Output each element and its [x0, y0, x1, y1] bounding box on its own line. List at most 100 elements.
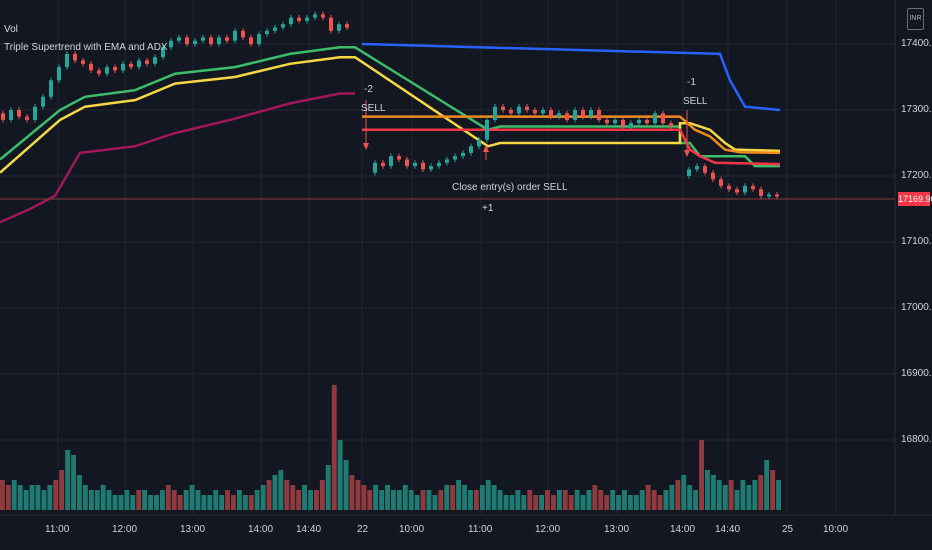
volume-bar — [17, 485, 23, 510]
sell-2-qty: -1 — [687, 77, 696, 88]
candle-body — [121, 63, 125, 71]
volume-bar — [473, 490, 479, 510]
volume-bar — [343, 460, 349, 510]
volume-bar — [290, 485, 296, 510]
sell-1-qty: -2 — [364, 84, 373, 95]
volume-bar — [764, 460, 770, 510]
candle-body — [589, 110, 593, 117]
candle-body — [185, 37, 189, 44]
volume-bar — [479, 485, 485, 510]
candle-body — [581, 110, 585, 117]
volume-bar — [284, 480, 290, 510]
candle-body — [421, 162, 425, 170]
volume-bar — [521, 495, 527, 510]
sell-2-label: SELL — [683, 96, 708, 107]
candle-body — [637, 119, 641, 124]
candle-body — [105, 67, 109, 74]
volume-bar — [112, 495, 118, 510]
volume-bar — [260, 485, 266, 510]
candle-body — [177, 37, 181, 41]
volume-bar — [402, 485, 408, 510]
volume-bar — [124, 490, 130, 510]
volume-bar — [610, 490, 616, 510]
x-tick-label: 14:40 — [296, 524, 322, 535]
volume-bar — [35, 485, 41, 510]
candle-body — [413, 162, 417, 167]
candle-body — [321, 14, 325, 18]
volume-bar — [278, 470, 284, 510]
volume-bar — [693, 490, 698, 510]
volume-bar — [509, 495, 515, 510]
volume-bar — [29, 485, 35, 510]
volume-bar — [361, 485, 367, 510]
volume-bar — [776, 480, 781, 510]
close-order-qty: +1 — [482, 203, 494, 214]
supertrend-2-line — [0, 55, 781, 174]
candle-body — [509, 110, 513, 114]
volume-bar — [681, 475, 687, 510]
candle-body — [153, 57, 157, 64]
candle-body — [373, 162, 377, 173]
volume-bar — [219, 495, 225, 510]
candle-body — [305, 17, 309, 21]
volume-bar — [367, 490, 373, 510]
volume-bar — [545, 490, 550, 510]
volume-bar — [53, 480, 59, 510]
volume-bar — [254, 490, 260, 510]
indicator-title[interactable]: Triple Supertrend with EMA and ADX — [4, 42, 168, 53]
volume-bar — [657, 495, 663, 510]
candle-body — [249, 37, 253, 44]
volume-bar — [325, 465, 331, 510]
candle-body — [645, 119, 649, 124]
x-tick-label: 25 — [782, 524, 794, 535]
volume-bar — [722, 485, 728, 510]
volume-bar — [604, 495, 610, 510]
x-tick-label: 12:00 — [535, 524, 561, 535]
vol-label: Vol — [4, 24, 18, 35]
y-tick-label: 16900.00 — [901, 368, 932, 379]
candle-body — [389, 156, 393, 167]
candle-body — [201, 37, 205, 41]
candle-body — [297, 17, 301, 21]
volume-bar — [391, 490, 396, 510]
y-tick-label: 17100.00 — [901, 236, 932, 247]
volume-bar — [716, 480, 722, 510]
volume-bar — [47, 485, 53, 510]
volume-bar — [616, 495, 621, 510]
candle-body — [597, 110, 601, 120]
volume-bar — [396, 490, 402, 510]
x-tick-label: 14:00 — [670, 524, 696, 535]
candle-body — [469, 146, 473, 153]
candle-body — [525, 106, 529, 110]
candle-body — [265, 30, 269, 35]
volume-bar — [171, 490, 177, 510]
x-tick-label: 13:00 — [604, 524, 630, 535]
candle-body — [629, 123, 633, 127]
volume-bar — [408, 490, 414, 510]
volume-bar — [740, 480, 746, 510]
volume-bar — [669, 485, 675, 510]
candle-body — [485, 119, 489, 140]
candle-body — [345, 24, 349, 28]
volume-bar — [426, 490, 432, 510]
volume-bar — [628, 495, 633, 510]
volume-bar — [633, 495, 639, 510]
volume-bar — [539, 495, 544, 510]
supertrend-1-line — [0, 46, 780, 168]
candle-body — [695, 166, 699, 170]
volume-bar — [272, 475, 278, 510]
volume-bar — [651, 490, 657, 510]
volume-bar — [225, 490, 230, 510]
candle-body — [653, 113, 657, 124]
volume-bar — [118, 495, 124, 510]
currency-button[interactable]: INR — [907, 8, 924, 30]
volume-bar — [622, 490, 627, 510]
volume-bar — [106, 490, 112, 510]
y-tick-label: 17400.00 — [901, 38, 932, 49]
candle-body — [501, 106, 505, 110]
candle-body — [445, 159, 449, 163]
volume-bar — [59, 470, 65, 510]
volume-bar — [88, 490, 94, 510]
